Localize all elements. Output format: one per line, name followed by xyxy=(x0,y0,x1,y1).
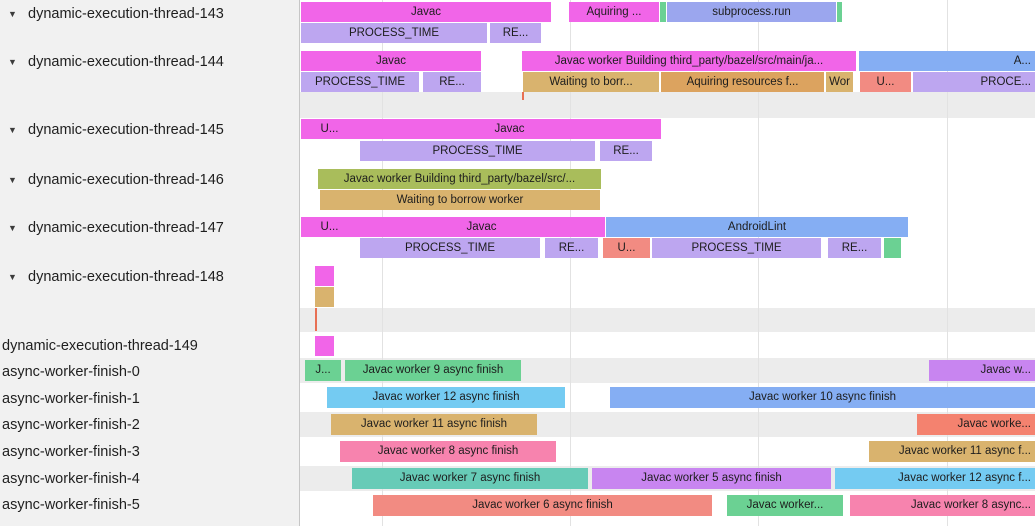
trace-slice[interactable]: Javac worke... xyxy=(917,414,1035,435)
track-name-row[interactable]: async-worker-finish-4 xyxy=(0,469,299,489)
timeline-canvas[interactable]: Javac Aquiring ... subprocess.run PROCESS_T… xyxy=(300,0,1035,526)
trace-slice[interactable]: Javac worker... xyxy=(727,495,843,516)
track-name: async-worker-finish-5 xyxy=(2,497,140,513)
trace-slice[interactable] xyxy=(315,287,334,307)
track-name-row[interactable]: ▼ dynamic-execution-thread-145 xyxy=(0,120,299,140)
trace-slice[interactable] xyxy=(315,266,334,286)
trace-slice[interactable]: Javac worker 7 async finish xyxy=(352,468,588,489)
track-name-row[interactable]: dynamic-execution-thread-149 xyxy=(0,336,299,356)
track-name-row[interactable]: async-worker-finish-5 xyxy=(0,495,299,515)
trace-slice[interactable] xyxy=(660,2,666,22)
track-name: async-worker-finish-4 xyxy=(2,471,140,487)
collapse-triangle-icon[interactable]: ▼ xyxy=(8,9,17,19)
trace-slice[interactable]: Javac xyxy=(358,119,661,139)
time-gridline xyxy=(382,0,383,526)
track-name-row[interactable]: ▼ dynamic-execution-thread-146 xyxy=(0,170,299,190)
trace-slice[interactable] xyxy=(315,336,334,356)
trace-slice[interactable]: U... xyxy=(301,217,358,237)
track-name: dynamic-execution-thread-146 xyxy=(28,172,224,188)
track-name: dynamic-execution-thread-144 xyxy=(28,54,224,70)
track-name: async-worker-finish-3 xyxy=(2,444,140,460)
collapse-triangle-icon[interactable]: ▼ xyxy=(8,272,17,282)
time-gridline xyxy=(947,0,948,526)
collapse-triangle-icon[interactable]: ▼ xyxy=(8,175,17,185)
trace-slice[interactable]: PROCESS_TIME xyxy=(652,238,821,258)
trace-slice[interactable] xyxy=(884,238,901,258)
track-name: dynamic-execution-thread-145 xyxy=(28,122,224,138)
trace-slice[interactable]: PROCESS_TIME xyxy=(301,23,487,43)
trace-slice[interactable]: Javac worker 5 async finish xyxy=(592,468,831,489)
instant-event-tick[interactable] xyxy=(315,308,317,331)
track-name-row[interactable]: async-worker-finish-3 xyxy=(0,442,299,462)
track-name: dynamic-execution-thread-147 xyxy=(28,220,224,236)
trace-slice[interactable]: Waiting to borrow worker xyxy=(320,190,600,210)
trace-slice[interactable]: Javac worker 9 async finish xyxy=(345,360,521,381)
trace-slice[interactable]: Aquiring resources f... xyxy=(661,72,824,92)
trace-slice[interactable]: RE... xyxy=(600,141,652,161)
track-name: async-worker-finish-0 xyxy=(2,364,140,380)
trace-slice[interactable]: Javac worker 10 async finish xyxy=(610,387,1035,408)
trace-slice[interactable]: Javac w... xyxy=(929,360,1035,381)
trace-slice[interactable]: Javac worker 12 async f... xyxy=(835,468,1035,489)
trace-slice[interactable]: Javac worker 8 async... xyxy=(850,495,1035,516)
track-name-row[interactable]: async-worker-finish-1 xyxy=(0,389,299,409)
trace-slice[interactable]: RE... xyxy=(490,23,541,43)
trace-slice[interactable]: U... xyxy=(603,238,650,258)
trace-slice[interactable]: U... xyxy=(301,119,358,139)
trace-slice[interactable]: Javac worker Building third_party/bazel/… xyxy=(318,169,601,189)
track-name-row[interactable]: ▼ dynamic-execution-thread-147 xyxy=(0,218,299,238)
track-name-row[interactable]: async-worker-finish-2 xyxy=(0,415,299,435)
trace-slice[interactable]: Javac worker 8 async finish xyxy=(340,441,556,462)
collapse-triangle-icon[interactable]: ▼ xyxy=(8,223,17,233)
trace-slice[interactable]: J... xyxy=(305,360,341,381)
trace-slice[interactable]: Wor xyxy=(826,72,853,92)
trace-slice[interactable]: subprocess.run xyxy=(667,2,836,22)
track-name-row[interactable]: async-worker-finish-0 xyxy=(0,362,299,382)
trace-slice[interactable]: Javac worker 11 async f... xyxy=(869,441,1035,462)
track-name-row[interactable]: ▼ dynamic-execution-thread-143 xyxy=(0,4,299,24)
trace-slice[interactable]: RE... xyxy=(423,72,481,92)
trace-slice[interactable]: RE... xyxy=(828,238,881,258)
trace-slice[interactable]: Javac worker 6 async finish xyxy=(373,495,712,516)
trace-slice[interactable]: PROCESS_TIME xyxy=(360,238,540,258)
collapse-triangle-icon[interactable]: ▼ xyxy=(8,125,17,135)
trace-slice[interactable]: Waiting to borr... xyxy=(523,72,659,92)
track-empty-region xyxy=(300,92,1035,118)
instant-event-tick[interactable] xyxy=(522,92,524,100)
track-name-row[interactable]: ▼ dynamic-execution-thread-144 xyxy=(0,52,299,72)
track-name: dynamic-execution-thread-143 xyxy=(28,6,224,22)
trace-slice[interactable]: AndroidLint xyxy=(606,217,908,237)
track-name: async-worker-finish-1 xyxy=(2,391,140,407)
trace-slice[interactable]: A... xyxy=(859,51,1035,71)
trace-slice[interactable]: Javac xyxy=(301,51,481,71)
trace-slice[interactable]: Javac xyxy=(301,2,551,22)
track-name: async-worker-finish-2 xyxy=(2,417,140,433)
time-gridline xyxy=(570,0,571,526)
trace-slice[interactable]: Javac worker Building third_party/bazel/… xyxy=(522,51,856,71)
trace-slice[interactable] xyxy=(837,2,842,22)
trace-slice[interactable]: PROCESS_TIME xyxy=(301,72,419,92)
track-name: dynamic-execution-thread-149 xyxy=(2,338,198,354)
time-gridline xyxy=(758,0,759,526)
trace-slice[interactable]: U... xyxy=(860,72,911,92)
trace-slice[interactable]: Javac worker 11 async finish xyxy=(331,414,537,435)
trace-slice[interactable]: Javac worker 12 async finish xyxy=(327,387,565,408)
trace-slice[interactable]: Javac xyxy=(358,217,605,237)
track-name-panel: ▼ dynamic-execution-thread-143 ▼ dynamic-ex… xyxy=(0,0,300,526)
trace-slice[interactable]: Aquiring ... xyxy=(569,2,659,22)
track-name: dynamic-execution-thread-148 xyxy=(28,269,224,285)
trace-slice[interactable]: PROCE... xyxy=(913,72,1035,92)
trace-slice[interactable]: PROCESS_TIME xyxy=(360,141,595,161)
trace-slice[interactable]: RE... xyxy=(545,238,598,258)
collapse-triangle-icon[interactable]: ▼ xyxy=(8,57,17,67)
track-name-row[interactable]: ▼ dynamic-execution-thread-148 xyxy=(0,267,299,287)
track-empty-region xyxy=(300,308,1035,332)
